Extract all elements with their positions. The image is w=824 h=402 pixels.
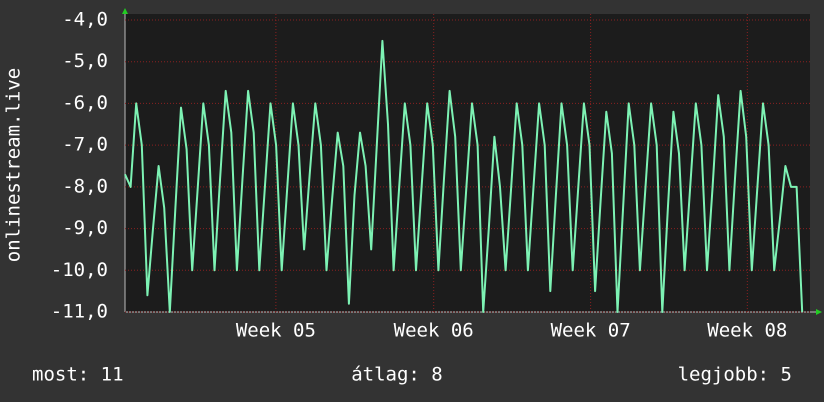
footer-average: átlag: 8 <box>351 364 443 386</box>
x-arrow <box>816 309 822 315</box>
y-tick-label: -5,0 <box>62 50 108 72</box>
x-tick-label: Week 06 <box>394 320 474 342</box>
x-tick-label: Week 07 <box>551 320 631 342</box>
y-tick-label: -8,0 <box>62 175 108 197</box>
footer-best: legjobb: 5 <box>678 364 792 386</box>
footer-current: most: 11 <box>32 364 124 386</box>
y-arrow <box>122 8 128 14</box>
y-tick-label: -9,0 <box>62 217 108 239</box>
y-tick-label: -10,0 <box>51 259 108 281</box>
x-tick-label: Week 05 <box>236 320 316 342</box>
data-line <box>124 39 804 313</box>
y-axis-label: onlinestream.live <box>3 68 25 262</box>
y-tick-label: -11,0 <box>51 301 108 323</box>
y-tick-label: -6,0 <box>62 92 108 114</box>
x-tick-label: Week 08 <box>707 320 787 342</box>
y-tick-label: -4,0 <box>62 9 108 31</box>
y-tick-label: -7,0 <box>62 134 108 156</box>
